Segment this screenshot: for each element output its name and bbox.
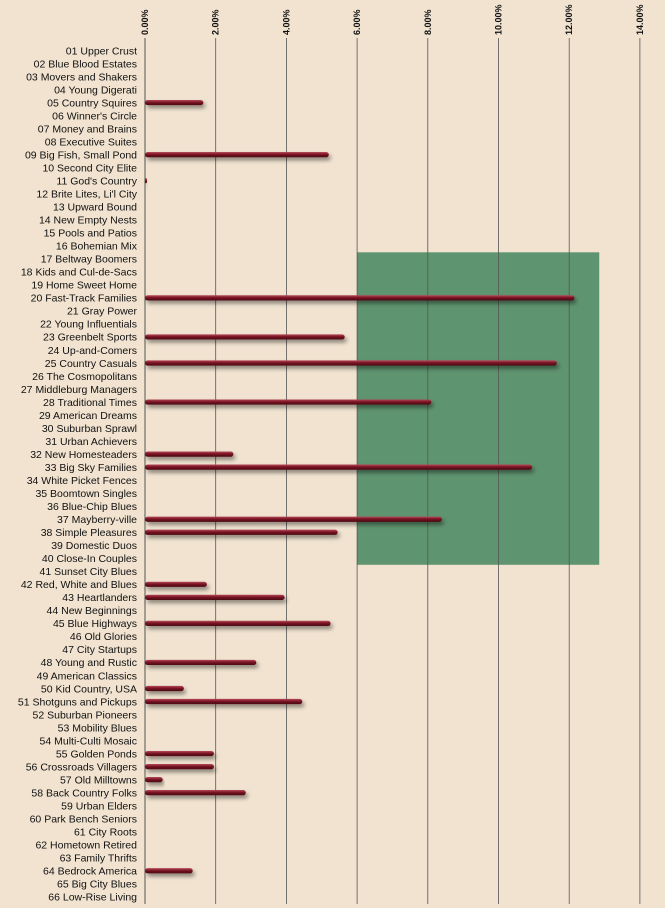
bar (145, 581, 207, 587)
category-label: 55 Golden Ponds (56, 748, 137, 760)
bar (145, 659, 257, 666)
bar (145, 360, 557, 366)
category-label: 24 Up-and-Comers (48, 345, 137, 357)
category-label: 39 Domestic Duos (51, 540, 137, 552)
category-label: 06 Winner's Circle (52, 110, 137, 122)
category-label: 09 Big Fish, Small Pond (25, 149, 137, 161)
bar (145, 451, 234, 457)
category-label: 03 Movers and Shakers (26, 71, 137, 83)
category-label: 43 Heartlanders (62, 592, 137, 604)
category-label: 10 Second City Elite (42, 162, 137, 174)
category-label: 41 Sunset City Blues (40, 566, 137, 578)
category-label: 34 White Picket Fences (27, 475, 137, 487)
bar (145, 685, 184, 692)
category-label: 49 American Classics (37, 670, 137, 682)
category-label: 51 Shotguns and Pickups (18, 696, 137, 708)
category-label: 62 Hometown Retired (35, 840, 137, 852)
category-label: 46 Old Glories (70, 631, 137, 643)
bar (145, 790, 246, 796)
category-label: 25 Country Casuals (45, 358, 137, 370)
bar (145, 750, 214, 757)
bar (145, 777, 163, 783)
category-label: 05 Country Squires (47, 97, 137, 109)
x-tick-label: 12.00% (564, 4, 574, 35)
category-label: 56 Crossroads Villagers (26, 761, 137, 773)
bar (145, 99, 204, 106)
bar (145, 152, 329, 158)
category-label: 57 Old Milltowns (60, 774, 137, 786)
category-label: 47 City Startups (62, 644, 137, 656)
category-label: 33 Big Sky Families (45, 462, 137, 474)
category-label: 08 Executive Suites (45, 136, 137, 148)
category-label: 29 American Dreams (39, 410, 137, 422)
category-label: 37 Mayberry-ville (57, 514, 137, 526)
x-tick-label: 6.00% (352, 9, 362, 35)
category-label: 17 Beltway Boomers (41, 254, 137, 266)
bar (145, 764, 214, 770)
category-label: 23 Greenbelt Sports (43, 332, 137, 344)
category-label: 16 Bohemian Mix (56, 241, 138, 253)
category-label: 31 Urban Achievers (45, 436, 137, 448)
bar (145, 399, 432, 405)
x-tick-label: 10.00% (494, 4, 504, 35)
category-label: 18 Kids and Cul-de-Sacs (21, 267, 137, 279)
category-label: 52 Suburban Pioneers (33, 709, 138, 721)
category-label: 59 Urban Elders (61, 800, 137, 812)
bar (145, 295, 575, 301)
category-label: 38 Simple Pleasures (41, 527, 137, 539)
category-label: 21 Gray Power (67, 306, 138, 318)
category-label: 48 Young and Rustic (41, 657, 137, 669)
category-label: 44 New Beginnings (47, 605, 137, 617)
bar (145, 594, 285, 600)
category-label: 13 Upward Bound (53, 202, 137, 214)
category-label: 15 Pools and Patios (44, 228, 137, 240)
category-label: 07 Money and Brains (38, 123, 137, 135)
category-label: 04 Young Digerati (54, 84, 137, 96)
category-label: 65 Big City Blues (57, 879, 137, 891)
bar (145, 178, 147, 184)
bar (145, 868, 193, 874)
category-label: 64 Bedrock America (43, 866, 137, 878)
x-tick-label: 14.00% (635, 4, 645, 35)
category-label: 19 Home Sweet Home (31, 280, 137, 292)
category-label: 36 Blue-Chip Blues (47, 501, 137, 513)
bar (145, 620, 331, 626)
category-label: 20 Fast-Track Families (31, 293, 137, 305)
category-label: 02 Blue Blood Estates (34, 58, 137, 70)
category-label: 66 Low-Rise Living (48, 892, 137, 904)
category-label: 28 Traditional Times (43, 397, 137, 409)
category-label: 42 Red, White and Blues (21, 579, 137, 591)
category-label: 54 Multi-Culti Mosaic (40, 735, 137, 747)
x-tick-label: 2.00% (211, 9, 221, 35)
category-label: 26 The Cosmopolitans (32, 371, 137, 383)
category-label: 01 Upper Crust (66, 45, 137, 57)
x-tick-label: 4.00% (281, 9, 291, 35)
category-label: 63 Family Thrifts (60, 853, 137, 865)
bar (145, 529, 338, 535)
bar (145, 334, 345, 340)
category-label: 50 Kid Country, USA (41, 683, 137, 695)
category-label: 32 New Homesteaders (30, 449, 137, 461)
x-tick-label: 8.00% (423, 9, 433, 35)
category-label: 61 City Roots (74, 827, 137, 839)
category-label: 40 Close-In Couples (42, 553, 137, 565)
category-label: 58 Back Country Folks (31, 787, 137, 799)
category-label: 60 Park Bench Seniors (30, 813, 137, 825)
category-label: 45 Blue Highways (53, 618, 137, 630)
bar (145, 698, 303, 705)
bar (145, 516, 442, 522)
x-tick-label: 0.00% (140, 9, 150, 35)
category-label: 14 New Empty Nests (39, 215, 137, 227)
category-label: 30 Suburban Sprawl (42, 423, 137, 435)
highlight-region (357, 252, 600, 565)
category-label: 35 Boomtown Singles (35, 488, 137, 500)
category-label: 12 Brite Lites, Li'l City (36, 189, 137, 201)
category-label: 53 Mobility Blues (58, 722, 137, 734)
category-label: 27 Middleburg Managers (21, 384, 137, 396)
category-label: 22 Young Influentials (40, 319, 137, 331)
bar (145, 464, 533, 470)
category-label: 11 God's Country (56, 176, 137, 188)
